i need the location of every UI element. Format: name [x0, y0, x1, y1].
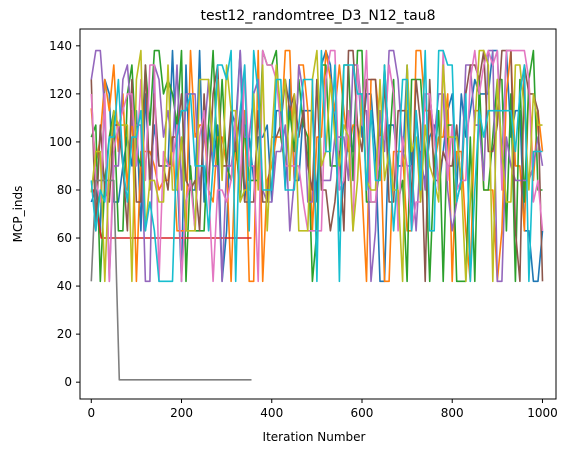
y-tick-label: 120 — [49, 87, 72, 101]
x-axis-label: Iteration Number — [263, 430, 366, 444]
chart-title: test12_randomtree_D3_N12_tau8 — [201, 8, 436, 24]
x-tick-label: 0 — [87, 406, 95, 420]
y-tick-label: 100 — [49, 135, 72, 149]
series-line-10 — [90, 49, 543, 283]
x-tick-label: 200 — [170, 406, 193, 420]
y-tick-label: 20 — [57, 327, 72, 341]
y-axis-ticks: 0 20 40 60 80 100 120 140 — [49, 39, 80, 389]
series-line-9 — [90, 49, 543, 283]
plot-frame — [79, 28, 557, 400]
x-tick-label: 600 — [351, 406, 374, 420]
y-tick-label: 80 — [57, 183, 72, 197]
x-tick-label: 1000 — [527, 406, 558, 420]
y-tick-label: 40 — [57, 279, 72, 293]
series-line-6 — [90, 49, 544, 283]
y-tick-label: 0 — [64, 375, 72, 389]
y-tick-label: 60 — [57, 231, 72, 245]
y-axis-label: MCP_inds — [11, 186, 25, 243]
x-tick-label: 800 — [441, 406, 464, 420]
x-tick-label: 400 — [260, 406, 283, 420]
series-layer — [90, 49, 544, 381]
y-tick-label: 140 — [49, 39, 72, 53]
x-axis-ticks: 0 200 400 600 800 1000 — [87, 399, 558, 420]
